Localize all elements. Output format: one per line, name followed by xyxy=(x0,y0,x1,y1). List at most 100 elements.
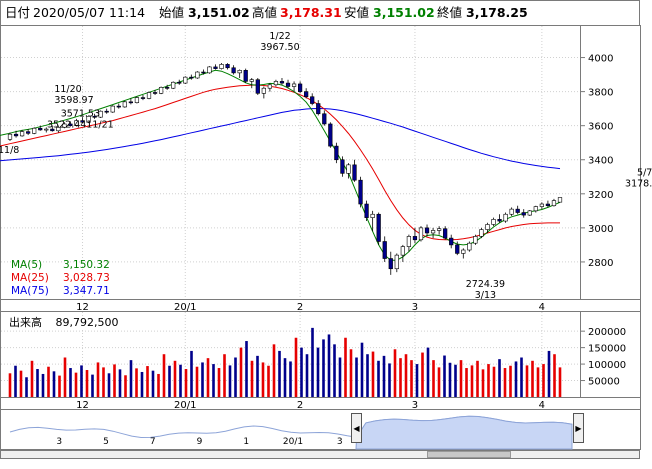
volume-bar xyxy=(19,370,23,397)
volume-bar xyxy=(558,367,562,397)
volume-bar xyxy=(179,364,182,397)
volume-bar xyxy=(503,368,507,397)
volume-bar xyxy=(80,365,83,397)
candle-down xyxy=(255,79,260,94)
ma-legend-row: MA(75) 3,347.71 xyxy=(11,285,110,298)
candle-down xyxy=(388,258,393,270)
candle-up xyxy=(44,128,49,131)
volume-bar xyxy=(173,360,177,397)
volume-bar xyxy=(41,373,45,397)
navigator-scrollbar-thumb[interactable] xyxy=(427,451,511,458)
volume-bar xyxy=(146,366,149,397)
candle-up xyxy=(485,224,490,230)
x-axis-label: 12 xyxy=(76,400,89,411)
price-tick-label: 3000 xyxy=(588,224,613,235)
candle-up xyxy=(273,81,279,86)
candle-down xyxy=(213,66,218,69)
volume-bar xyxy=(547,350,551,397)
volume-bar xyxy=(404,354,408,397)
candle-down xyxy=(140,97,146,99)
volume-bar xyxy=(190,350,193,397)
candle-down xyxy=(201,71,206,74)
open-label: 始値 xyxy=(159,5,185,20)
candle-up xyxy=(98,110,103,118)
volume-bar xyxy=(393,349,397,397)
volume-bar xyxy=(553,354,556,397)
candle-down xyxy=(310,96,315,104)
volume-tick-label: 150000 xyxy=(588,344,626,355)
volume-bar xyxy=(96,362,100,397)
volume-bar xyxy=(322,339,325,397)
volume-bar xyxy=(239,347,243,397)
candle-up xyxy=(122,101,127,108)
candle-up xyxy=(479,229,484,237)
price-header: 日付 2020/05/07 11:14 始値 3,151.02 高値 3,178… xyxy=(0,0,640,26)
volume-bar xyxy=(421,352,424,397)
candle-up xyxy=(406,236,412,247)
candle-down xyxy=(225,64,230,69)
candle-down xyxy=(304,91,309,98)
candle-down xyxy=(497,219,502,222)
volume-bar xyxy=(256,355,259,397)
ma-legend-name: MA(75) xyxy=(11,285,49,297)
candle-down xyxy=(521,212,526,216)
candle-up xyxy=(394,254,399,270)
volume-bar xyxy=(85,370,89,397)
candle-up xyxy=(195,71,200,79)
candle-up xyxy=(533,206,538,212)
navigator-label: 9 xyxy=(197,437,203,447)
volume-bar xyxy=(415,364,419,397)
candle-down xyxy=(13,133,19,137)
annotation-label: 11/8 xyxy=(0,145,19,156)
candle-down xyxy=(412,236,418,241)
candle-down xyxy=(38,127,43,131)
annotation-label: 3598.97 xyxy=(54,95,93,106)
ma-legend-name: MA(5) xyxy=(11,259,43,271)
navigator-right-handle[interactable]: ▶ xyxy=(573,413,584,443)
volume-bar xyxy=(520,357,523,397)
candle-down xyxy=(104,110,109,113)
candle-up xyxy=(249,79,254,82)
candle-up xyxy=(430,230,436,234)
date-value: 2020/05/07 11:14 xyxy=(33,5,146,20)
candle-down xyxy=(352,164,357,181)
x-axis-label: 2 xyxy=(297,400,303,411)
date-label: 日付 xyxy=(5,5,31,20)
volume-bar xyxy=(162,354,166,397)
volume-bar xyxy=(25,377,28,397)
volume-bar xyxy=(355,357,358,397)
x-axis-label: 3 xyxy=(412,302,418,313)
candle-down xyxy=(165,87,170,89)
candle-up xyxy=(539,203,544,207)
candle-up xyxy=(158,87,164,94)
navigator-selection-area xyxy=(355,415,573,450)
annotation-label: 3571.53 xyxy=(61,109,100,120)
volume-bar xyxy=(217,368,221,397)
candle-down xyxy=(177,81,182,84)
x-axis-label: 4 xyxy=(539,302,545,313)
navigator-label: 5 xyxy=(103,437,109,447)
volume-bar xyxy=(476,360,479,397)
candle-down xyxy=(297,83,303,92)
x-axis-label: 20/1 xyxy=(174,400,196,411)
volume-bar xyxy=(91,374,94,397)
x-axis-label: 3 xyxy=(412,400,418,411)
volume-legend: 出来高 89,792,500 xyxy=(9,316,120,329)
candle-down xyxy=(279,81,285,84)
volume-bar xyxy=(102,367,105,397)
x-axis-label: 2 xyxy=(297,302,303,313)
navigator-label: 3 xyxy=(56,437,62,447)
candle-up xyxy=(86,116,91,123)
low-value: 3,151.02 xyxy=(373,5,435,20)
volume-bar xyxy=(344,337,347,397)
navigator-scrollbar[interactable] xyxy=(0,450,640,459)
open-value: 3,151.02 xyxy=(188,5,250,20)
volume-bar xyxy=(201,362,204,397)
navigator-left-handle[interactable]: ◀ xyxy=(351,413,362,443)
annotation-label: 11/20 xyxy=(54,84,81,95)
volume-bar xyxy=(234,357,237,397)
volume-bar xyxy=(129,360,133,397)
candle-down xyxy=(80,120,85,123)
volume-bar xyxy=(360,342,364,397)
